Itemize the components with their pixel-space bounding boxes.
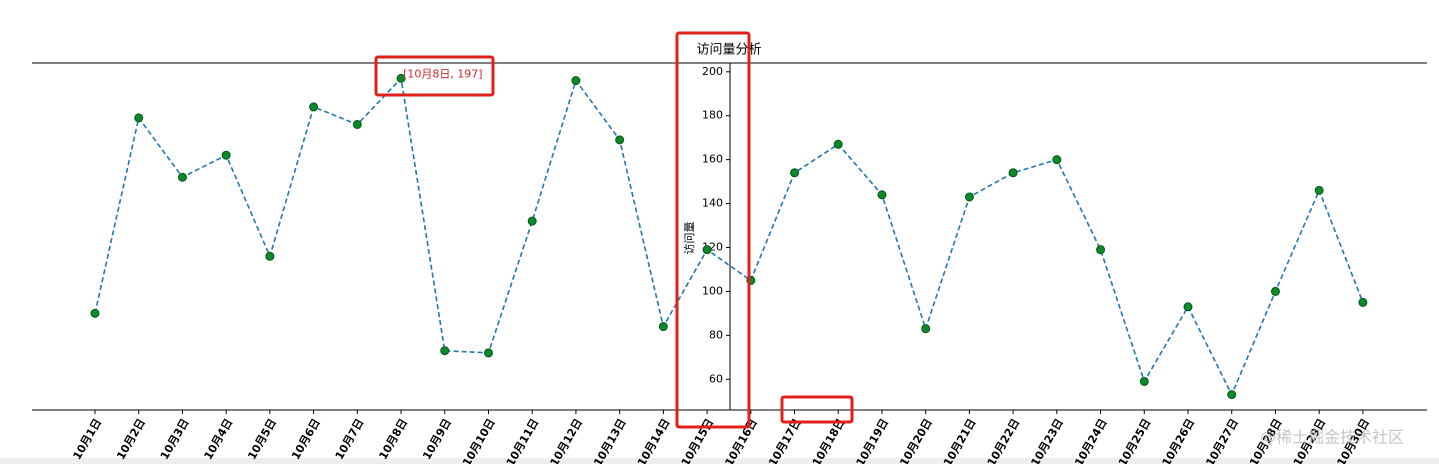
x-tick-label: 10月6日 bbox=[289, 417, 323, 462]
marker bbox=[1183, 302, 1193, 312]
line bbox=[94, 76, 1364, 397]
y-tick-label: 200 bbox=[702, 65, 723, 78]
x-tick-label: 10月7日 bbox=[333, 417, 367, 462]
highlight-box bbox=[780, 395, 854, 424]
marker bbox=[1052, 155, 1062, 165]
annotation: [10月8日, 197] bbox=[403, 67, 483, 80]
x-tick-label: 10月12日 bbox=[548, 417, 586, 464]
marker bbox=[1008, 168, 1018, 178]
marker bbox=[702, 245, 712, 255]
x-tick-label: 10月17日 bbox=[766, 417, 804, 464]
x-tick-label: 10月27日 bbox=[1203, 417, 1241, 464]
marker bbox=[833, 139, 843, 149]
marker bbox=[177, 172, 187, 182]
marker bbox=[265, 251, 275, 261]
x-tick-label: 10月13日 bbox=[591, 417, 629, 464]
marker bbox=[1227, 390, 1237, 400]
chart-title: 访问量分析 bbox=[696, 43, 761, 58]
y-axis-label: 访问量 bbox=[683, 222, 696, 255]
marker bbox=[527, 216, 537, 226]
y-tick-label: 140 bbox=[702, 197, 723, 210]
x-tick-label: 10月8日 bbox=[376, 417, 410, 462]
x-tick-label: 10月3日 bbox=[158, 417, 192, 462]
bottom-bar bbox=[0, 458, 1439, 464]
x-tick-label: 10月9日 bbox=[420, 417, 454, 462]
marker bbox=[964, 192, 974, 202]
highlight-box bbox=[675, 31, 751, 429]
watermark: @稀土掘金技术社区 bbox=[1260, 428, 1404, 447]
x-tick-label: 10月16日 bbox=[722, 417, 760, 464]
marker bbox=[309, 102, 319, 112]
marker bbox=[483, 348, 493, 358]
x-tick-label: 10月4日 bbox=[202, 417, 236, 462]
marker bbox=[790, 168, 800, 178]
x-tick-label: 10月23日 bbox=[1028, 417, 1066, 464]
x-tick-label: 10月20日 bbox=[897, 417, 935, 464]
marker bbox=[352, 119, 362, 129]
marker bbox=[571, 76, 581, 86]
y-tick-label: 160 bbox=[702, 153, 723, 166]
y-tick-label: 60 bbox=[709, 372, 723, 385]
x-tick-label: 10月24日 bbox=[1072, 417, 1110, 464]
x-tick-label: 10月22日 bbox=[985, 417, 1023, 464]
x-tick-label: 10月15日 bbox=[679, 417, 717, 464]
marker bbox=[1314, 185, 1324, 195]
marker bbox=[1139, 376, 1149, 386]
marker bbox=[221, 150, 231, 160]
x-tick-label: 10月11日 bbox=[504, 417, 542, 464]
x-tick-label: 10月10日 bbox=[460, 417, 498, 464]
x-tick-label: 10月25日 bbox=[1116, 417, 1154, 464]
marker bbox=[921, 324, 931, 334]
marker bbox=[1096, 245, 1106, 255]
x-tick-label: 10月26日 bbox=[1160, 417, 1198, 464]
x-tick-label: 10月18日 bbox=[810, 417, 848, 464]
marker bbox=[1358, 297, 1368, 307]
marker bbox=[658, 322, 668, 332]
x-tick-label: 10月5日 bbox=[245, 417, 279, 462]
marker bbox=[90, 308, 100, 318]
x-tick-label: 10月21日 bbox=[941, 417, 979, 464]
marker bbox=[396, 73, 406, 83]
marker bbox=[440, 346, 450, 356]
y-tick-label: 180 bbox=[702, 109, 723, 122]
x-tick-label: 10月2日 bbox=[114, 417, 148, 462]
x-tick-label: 10月19日 bbox=[854, 417, 892, 464]
x-tick-label: 10月14日 bbox=[635, 417, 673, 464]
marker bbox=[877, 190, 887, 200]
x-tick-label: 10月1日 bbox=[70, 417, 104, 462]
marker bbox=[1270, 286, 1280, 296]
marker bbox=[134, 113, 144, 123]
y-tick-label: 80 bbox=[709, 328, 723, 341]
highlight-box bbox=[374, 55, 495, 97]
marker bbox=[615, 135, 625, 145]
y-tick-label: 100 bbox=[702, 284, 723, 297]
